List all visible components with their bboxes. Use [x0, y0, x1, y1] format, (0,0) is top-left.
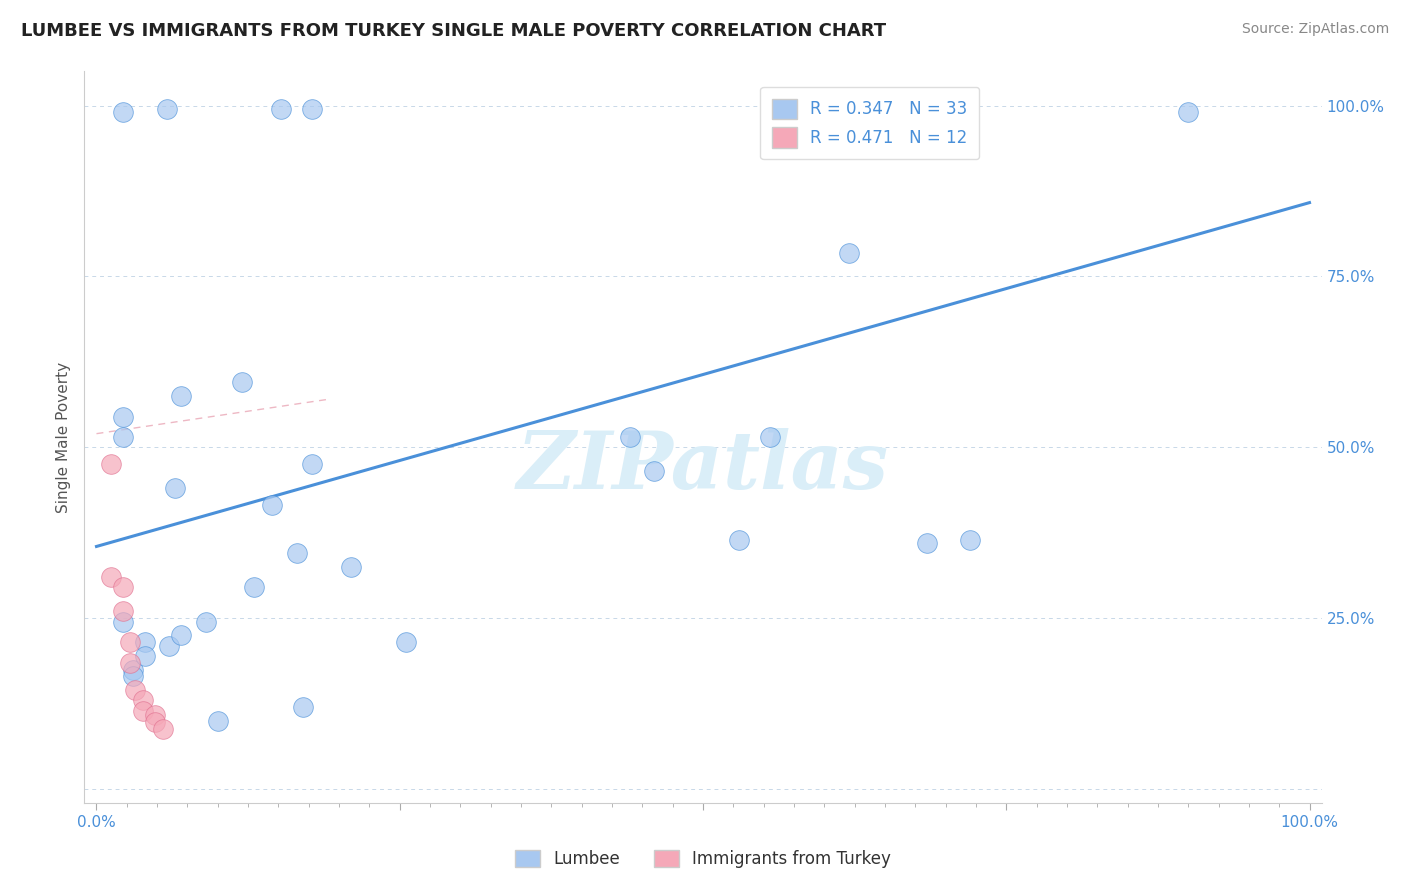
Point [134, 648, 156, 663]
Point [134, 635, 156, 649]
Point [112, 581, 135, 595]
Point [643, 464, 665, 478]
Point [112, 615, 135, 629]
Point [262, 499, 284, 513]
Point [143, 715, 166, 730]
Point [301, 458, 323, 472]
Point [194, 615, 217, 629]
Point [619, 430, 641, 444]
Point [156, 102, 179, 116]
Point [124, 683, 146, 698]
Point [243, 581, 266, 595]
Point [100, 458, 122, 472]
Point [728, 533, 751, 547]
Point [131, 693, 153, 707]
Point [285, 546, 308, 560]
Point [112, 105, 135, 120]
Point [112, 409, 135, 424]
Point [270, 102, 292, 116]
Point [120, 635, 142, 649]
Point [395, 635, 418, 649]
Point [340, 560, 363, 574]
Point [207, 714, 229, 728]
Point [122, 663, 145, 677]
Point [112, 604, 135, 618]
Point [112, 430, 135, 444]
Point [758, 430, 780, 444]
Point [143, 708, 166, 723]
Legend: R = 0.347   N = 33, R = 0.471   N = 12: R = 0.347 N = 33, R = 0.471 N = 12 [761, 87, 979, 160]
Point [152, 722, 174, 736]
Text: Source: ZipAtlas.com: Source: ZipAtlas.com [1241, 22, 1389, 37]
Point [959, 533, 981, 547]
Point [122, 669, 145, 683]
Point [120, 656, 142, 670]
Legend: Lumbee, Immigrants from Turkey: Lumbee, Immigrants from Turkey [509, 843, 897, 875]
Text: LUMBEE VS IMMIGRANTS FROM TURKEY SINGLE MALE POVERTY CORRELATION CHART: LUMBEE VS IMMIGRANTS FROM TURKEY SINGLE … [21, 22, 886, 40]
Point [157, 639, 180, 653]
Point [131, 704, 153, 718]
Point [1177, 105, 1199, 120]
Point [100, 570, 122, 584]
Point [917, 536, 939, 550]
Point [291, 700, 314, 714]
Point [838, 245, 860, 260]
Point [170, 389, 193, 403]
Point [170, 628, 193, 642]
Y-axis label: Single Male Poverty: Single Male Poverty [56, 361, 72, 513]
Point [231, 376, 253, 390]
Text: ZIPatlas: ZIPatlas [517, 427, 889, 505]
Point [165, 481, 187, 495]
Point [301, 102, 323, 116]
